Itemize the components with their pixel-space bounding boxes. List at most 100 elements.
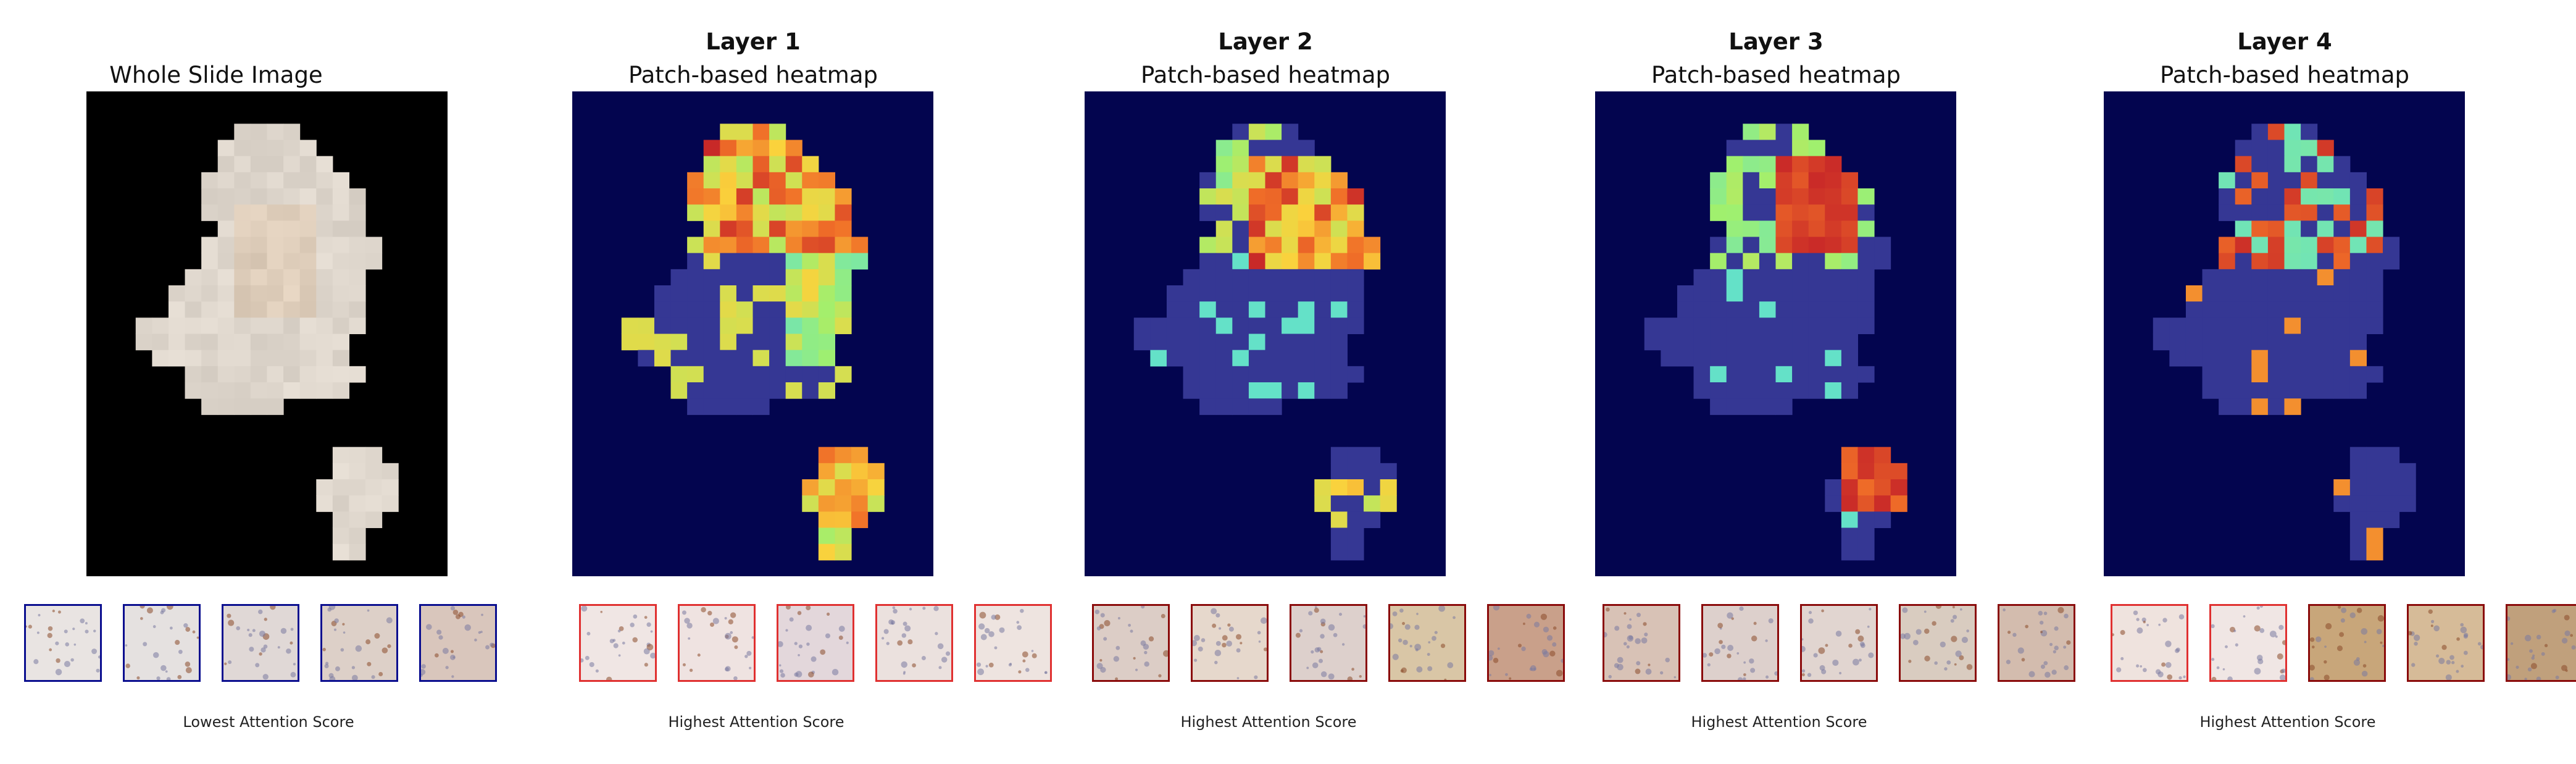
heatmap-patch [818, 220, 835, 238]
tissue-patch [316, 188, 333, 205]
cell-dot [1848, 644, 1853, 648]
tissue-patch [234, 124, 251, 141]
heatmap-patch [1199, 366, 1217, 383]
tissue-patch [201, 382, 219, 399]
cell-dot [1020, 608, 1024, 613]
heatmap-patch [1282, 220, 1299, 238]
patch-thumbnail [1998, 604, 2075, 682]
patch-texture [224, 606, 296, 680]
cell-dot [2054, 645, 2059, 650]
heatmap-patch [687, 237, 704, 254]
cell-dot [1099, 658, 1103, 662]
heatmap-patch [818, 447, 835, 464]
heatmap-patch [769, 156, 786, 173]
cell-dot [1320, 650, 1323, 653]
heatmap-patch [1215, 253, 1233, 270]
cell-dot [1215, 613, 1220, 618]
heatmap-patch [2235, 269, 2252, 286]
cell-dot [1201, 638, 1206, 642]
cell-dot [1226, 640, 1233, 647]
tissue-patch [152, 350, 169, 367]
heatmap-patch [1298, 382, 1315, 399]
cell-dot [2051, 670, 2057, 675]
cell-dot [901, 661, 907, 668]
heatmap-patch [2251, 220, 2269, 238]
tissue-patch [185, 366, 202, 383]
cell-dot [825, 633, 830, 639]
heatmap-patch [818, 511, 835, 529]
cell-dot [732, 636, 738, 643]
heatmap-patch [2202, 301, 2219, 318]
heatmap-patch [1215, 172, 1233, 189]
tissue-patch [365, 253, 383, 270]
heatmap-patch [1857, 463, 1875, 480]
cell-dot [1096, 663, 1103, 670]
heatmap-patch [2267, 188, 2285, 205]
heatmap-patch [769, 301, 786, 318]
heatmap-patch [1282, 301, 1299, 318]
heatmap-patch [1743, 124, 1760, 141]
heatmap-patch [1710, 398, 1727, 415]
heatmap-patch [818, 317, 835, 335]
tissue-patch [349, 511, 366, 529]
cell-dot [2116, 667, 2122, 673]
heatmap-patch [1215, 334, 1233, 351]
heatmap-patch [1330, 447, 1348, 464]
heatmap-patch [2251, 285, 2269, 302]
cell-dot [1312, 662, 1319, 669]
heatmap-patch [1710, 382, 1727, 399]
heatmap-layer-1 [572, 91, 933, 576]
tissue-patch [332, 253, 349, 270]
patch-thumbnail [222, 604, 299, 682]
heatmap-patch [703, 366, 720, 383]
heatmap-patch [1841, 172, 1858, 189]
heatmap-patch [785, 237, 802, 254]
cell-dot [1198, 646, 1203, 652]
tissue-patch [234, 334, 251, 351]
cell-dot [2532, 654, 2535, 657]
heatmap-patch [1215, 220, 1233, 238]
cell-dot [1158, 674, 1162, 678]
heatmap-patch [769, 334, 786, 351]
cell-dot [1362, 624, 1365, 629]
heatmap-patch [1743, 301, 1760, 318]
cell-dot [984, 628, 990, 634]
heatmap-patch [1857, 511, 1875, 529]
heatmap-patch [1330, 366, 1348, 383]
heatmap-patch [818, 253, 835, 270]
heatmap-patch [654, 317, 672, 335]
heatmap-patch [2349, 463, 2367, 480]
cell-dot [1338, 613, 1343, 616]
cell-dot [746, 650, 752, 656]
cell-dot [1489, 650, 1494, 657]
heatmap-patch [2219, 269, 2236, 286]
heatmap-patch [1743, 156, 1760, 173]
heatmap-patch [687, 204, 704, 221]
heatmap-patch [785, 366, 802, 383]
cell-dot [1497, 647, 1500, 650]
cell-dot [1802, 638, 1804, 640]
tissue-patch [283, 156, 301, 173]
heatmap-patch [736, 269, 754, 286]
tissue-patch [299, 188, 317, 205]
heatmap-patch [1792, 334, 1809, 351]
heatmap-patch [818, 334, 835, 351]
tissue-patch [250, 188, 268, 205]
cell-dot [1707, 663, 1711, 666]
heatmap-patch [2366, 366, 2383, 383]
patch-thumbnail [1191, 604, 1269, 682]
cell-dot [2336, 645, 2343, 652]
heatmap-patch [1841, 253, 1858, 270]
cell-dot [994, 614, 1001, 620]
tissue-patch [365, 511, 383, 529]
heatmap-patch [785, 350, 802, 367]
tissue-patch [217, 301, 235, 318]
cell-dot [1299, 629, 1303, 632]
heatmap-patch [1841, 317, 1858, 335]
panel-whole-slide-image: Whole Slide Image Lowest Attention Score [0, 0, 497, 764]
tissue-patch [381, 495, 399, 512]
heatmap-patch [1825, 366, 1842, 383]
cell-dot [1440, 644, 1446, 649]
cell-dot [795, 671, 802, 678]
patch-texture [2409, 609, 2483, 680]
